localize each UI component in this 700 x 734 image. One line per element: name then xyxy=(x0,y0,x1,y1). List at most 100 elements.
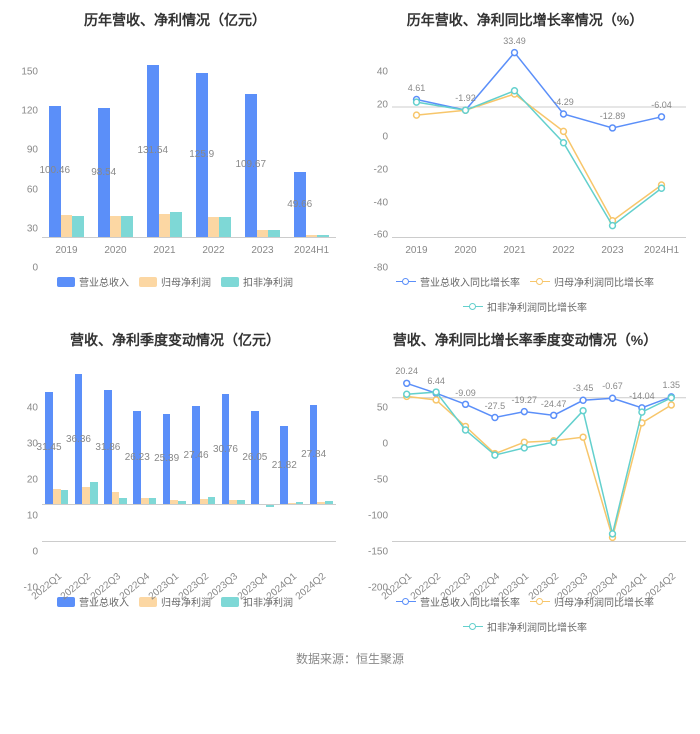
bar xyxy=(317,235,329,237)
x-tick: 2024H1 xyxy=(644,245,679,256)
bar-value-label: 27.84 xyxy=(301,449,326,460)
point-label: 4.61 xyxy=(408,83,426,93)
point-label: -9.09 xyxy=(455,388,476,398)
bar-value-label: 21.82 xyxy=(272,460,297,471)
bar-value-label: 125.9 xyxy=(189,149,214,160)
bar xyxy=(268,230,280,237)
y-tick: 0 xyxy=(8,263,38,274)
bar-value-label: 31.45 xyxy=(37,442,62,453)
legend-item: 扣非净利润 xyxy=(221,274,293,289)
legend-item: 营业总收入 xyxy=(57,274,129,289)
chart-title: 历年营收、净利情况（亿元） xyxy=(8,10,342,30)
point-label: 6.44 xyxy=(427,376,445,386)
bar xyxy=(257,230,269,237)
legend-label: 扣非净利润 xyxy=(243,274,293,289)
legend-label: 归母净利润同比增长率 xyxy=(554,274,654,289)
point-label: -3.45 xyxy=(573,383,594,393)
legend-line-icon xyxy=(463,626,483,627)
x-tick: 2024H1 xyxy=(294,245,329,256)
legend-annual-bar: 营业总收入归母净利润扣非净利润 xyxy=(8,274,342,289)
bar xyxy=(90,482,98,505)
annual-bar-chart: 100.4698.54131.54125.9109.6749.660306090… xyxy=(8,38,342,268)
x-tick: 2022 xyxy=(552,245,574,256)
x-tick: 2020 xyxy=(454,245,476,256)
y-tick: 50 xyxy=(358,403,388,414)
legend-item: 营业总收入同比增长率 xyxy=(396,274,520,289)
x-tick: 2019 xyxy=(405,245,427,256)
legend-item: 扣非净利润同比增长率 xyxy=(463,299,587,314)
legend-swatch xyxy=(221,277,239,287)
point-label: -1.92 xyxy=(455,93,476,103)
y-tick: 20 xyxy=(358,99,388,110)
bar-value-label: 109.67 xyxy=(235,159,266,170)
x-tick: 2020 xyxy=(104,245,126,256)
panel-annual-values: 历年营收、净利情况（亿元） 100.46 98.54 131.54 125.9 109.… xyxy=(0,0,350,320)
y-tick: 40 xyxy=(358,67,388,78)
legend-line-icon xyxy=(463,306,483,307)
chart-title: 历年营收、净利同比增长率情况（%） xyxy=(358,10,692,30)
bar xyxy=(266,505,274,507)
bar-value-label: 26.23 xyxy=(125,452,150,463)
bar-value-label: 131.54 xyxy=(137,145,168,156)
y-tick: 150 xyxy=(8,67,38,78)
point-label: -4.29 xyxy=(553,97,574,107)
bar-value-label: 31.86 xyxy=(95,442,120,453)
legend-label: 营业总收入同比增长率 xyxy=(420,274,520,289)
legend-label: 营业总收入 xyxy=(79,274,129,289)
y-tick: 20 xyxy=(8,475,38,486)
bar-value-label: 36.36 xyxy=(66,434,91,445)
point-label: -19.27 xyxy=(512,395,538,405)
bar xyxy=(170,212,182,237)
x-tick: 2022 xyxy=(202,245,224,256)
y-tick: 90 xyxy=(8,145,38,156)
x-tick: 2021 xyxy=(503,245,525,256)
legend-line-icon xyxy=(396,601,416,602)
bar xyxy=(121,216,133,237)
legend-item: 扣非净利润同比增长率 xyxy=(463,619,587,634)
legend-swatch xyxy=(221,597,239,607)
bar xyxy=(53,489,61,505)
y-tick: -150 xyxy=(358,547,388,558)
legend-label: 扣非净利润同比增长率 xyxy=(487,299,587,314)
y-tick: 10 xyxy=(8,511,38,522)
y-tick: 30 xyxy=(8,223,38,234)
y-tick: -20 xyxy=(358,165,388,176)
x-tick: 2023 xyxy=(601,245,623,256)
y-tick: -40 xyxy=(358,197,388,208)
y-tick: 40 xyxy=(8,403,38,414)
bar-value-label: 30.76 xyxy=(213,444,238,455)
point-label: -12.89 xyxy=(600,111,626,121)
legend-item: 归母净利润同比增长率 xyxy=(530,274,654,289)
point-label: -14.04 xyxy=(629,391,655,401)
y-tick: -80 xyxy=(358,263,388,274)
legend-swatch xyxy=(57,277,75,287)
y-tick: -50 xyxy=(358,475,388,486)
legend-line-icon xyxy=(396,281,416,282)
legend-swatch xyxy=(139,277,157,287)
x-tick: 2021 xyxy=(153,245,175,256)
dashboard-grid: 历年营收、净利情况（亿元） 100.46 98.54 131.54 125.9 109.… xyxy=(0,0,700,640)
panel-annual-growth: 历年营收、净利同比增长率情况（%） 4.61 -1.92 33.49 -4.29 -12… xyxy=(350,0,700,320)
bar xyxy=(159,214,171,237)
point-label: -27.5 xyxy=(485,401,506,411)
legend-line-icon xyxy=(530,601,550,602)
bar-value-label: 27.46 xyxy=(184,450,209,461)
y-tick: 120 xyxy=(8,106,38,117)
point-label: 33.49 xyxy=(503,36,526,46)
point-label: -0.67 xyxy=(602,381,623,391)
x-tick: 2019 xyxy=(55,245,77,256)
y-tick: 30 xyxy=(8,439,38,450)
bar-value-label: 49.66 xyxy=(287,199,312,210)
legend-quarter-line: 营业总收入同比增长率归母净利润同比增长率扣非净利润同比增长率 xyxy=(358,594,692,634)
bar-value-label: 100.46 xyxy=(39,165,70,176)
legend-item: 扣非净利润 xyxy=(221,594,293,609)
point-label: -6.04 xyxy=(651,100,672,110)
quarter-line-chart: 20.246.44-9.09-27.5-19.27-24.47-3.45-0.6… xyxy=(358,358,692,588)
bar xyxy=(208,217,220,237)
y-tick: 60 xyxy=(8,184,38,195)
point-label: 1.35 xyxy=(663,380,681,390)
legend-label: 扣非净利润同比增长率 xyxy=(487,619,587,634)
legend-line-icon xyxy=(530,281,550,282)
bar-value-label: 98.54 xyxy=(91,167,116,178)
y-tick: 0 xyxy=(8,547,38,558)
